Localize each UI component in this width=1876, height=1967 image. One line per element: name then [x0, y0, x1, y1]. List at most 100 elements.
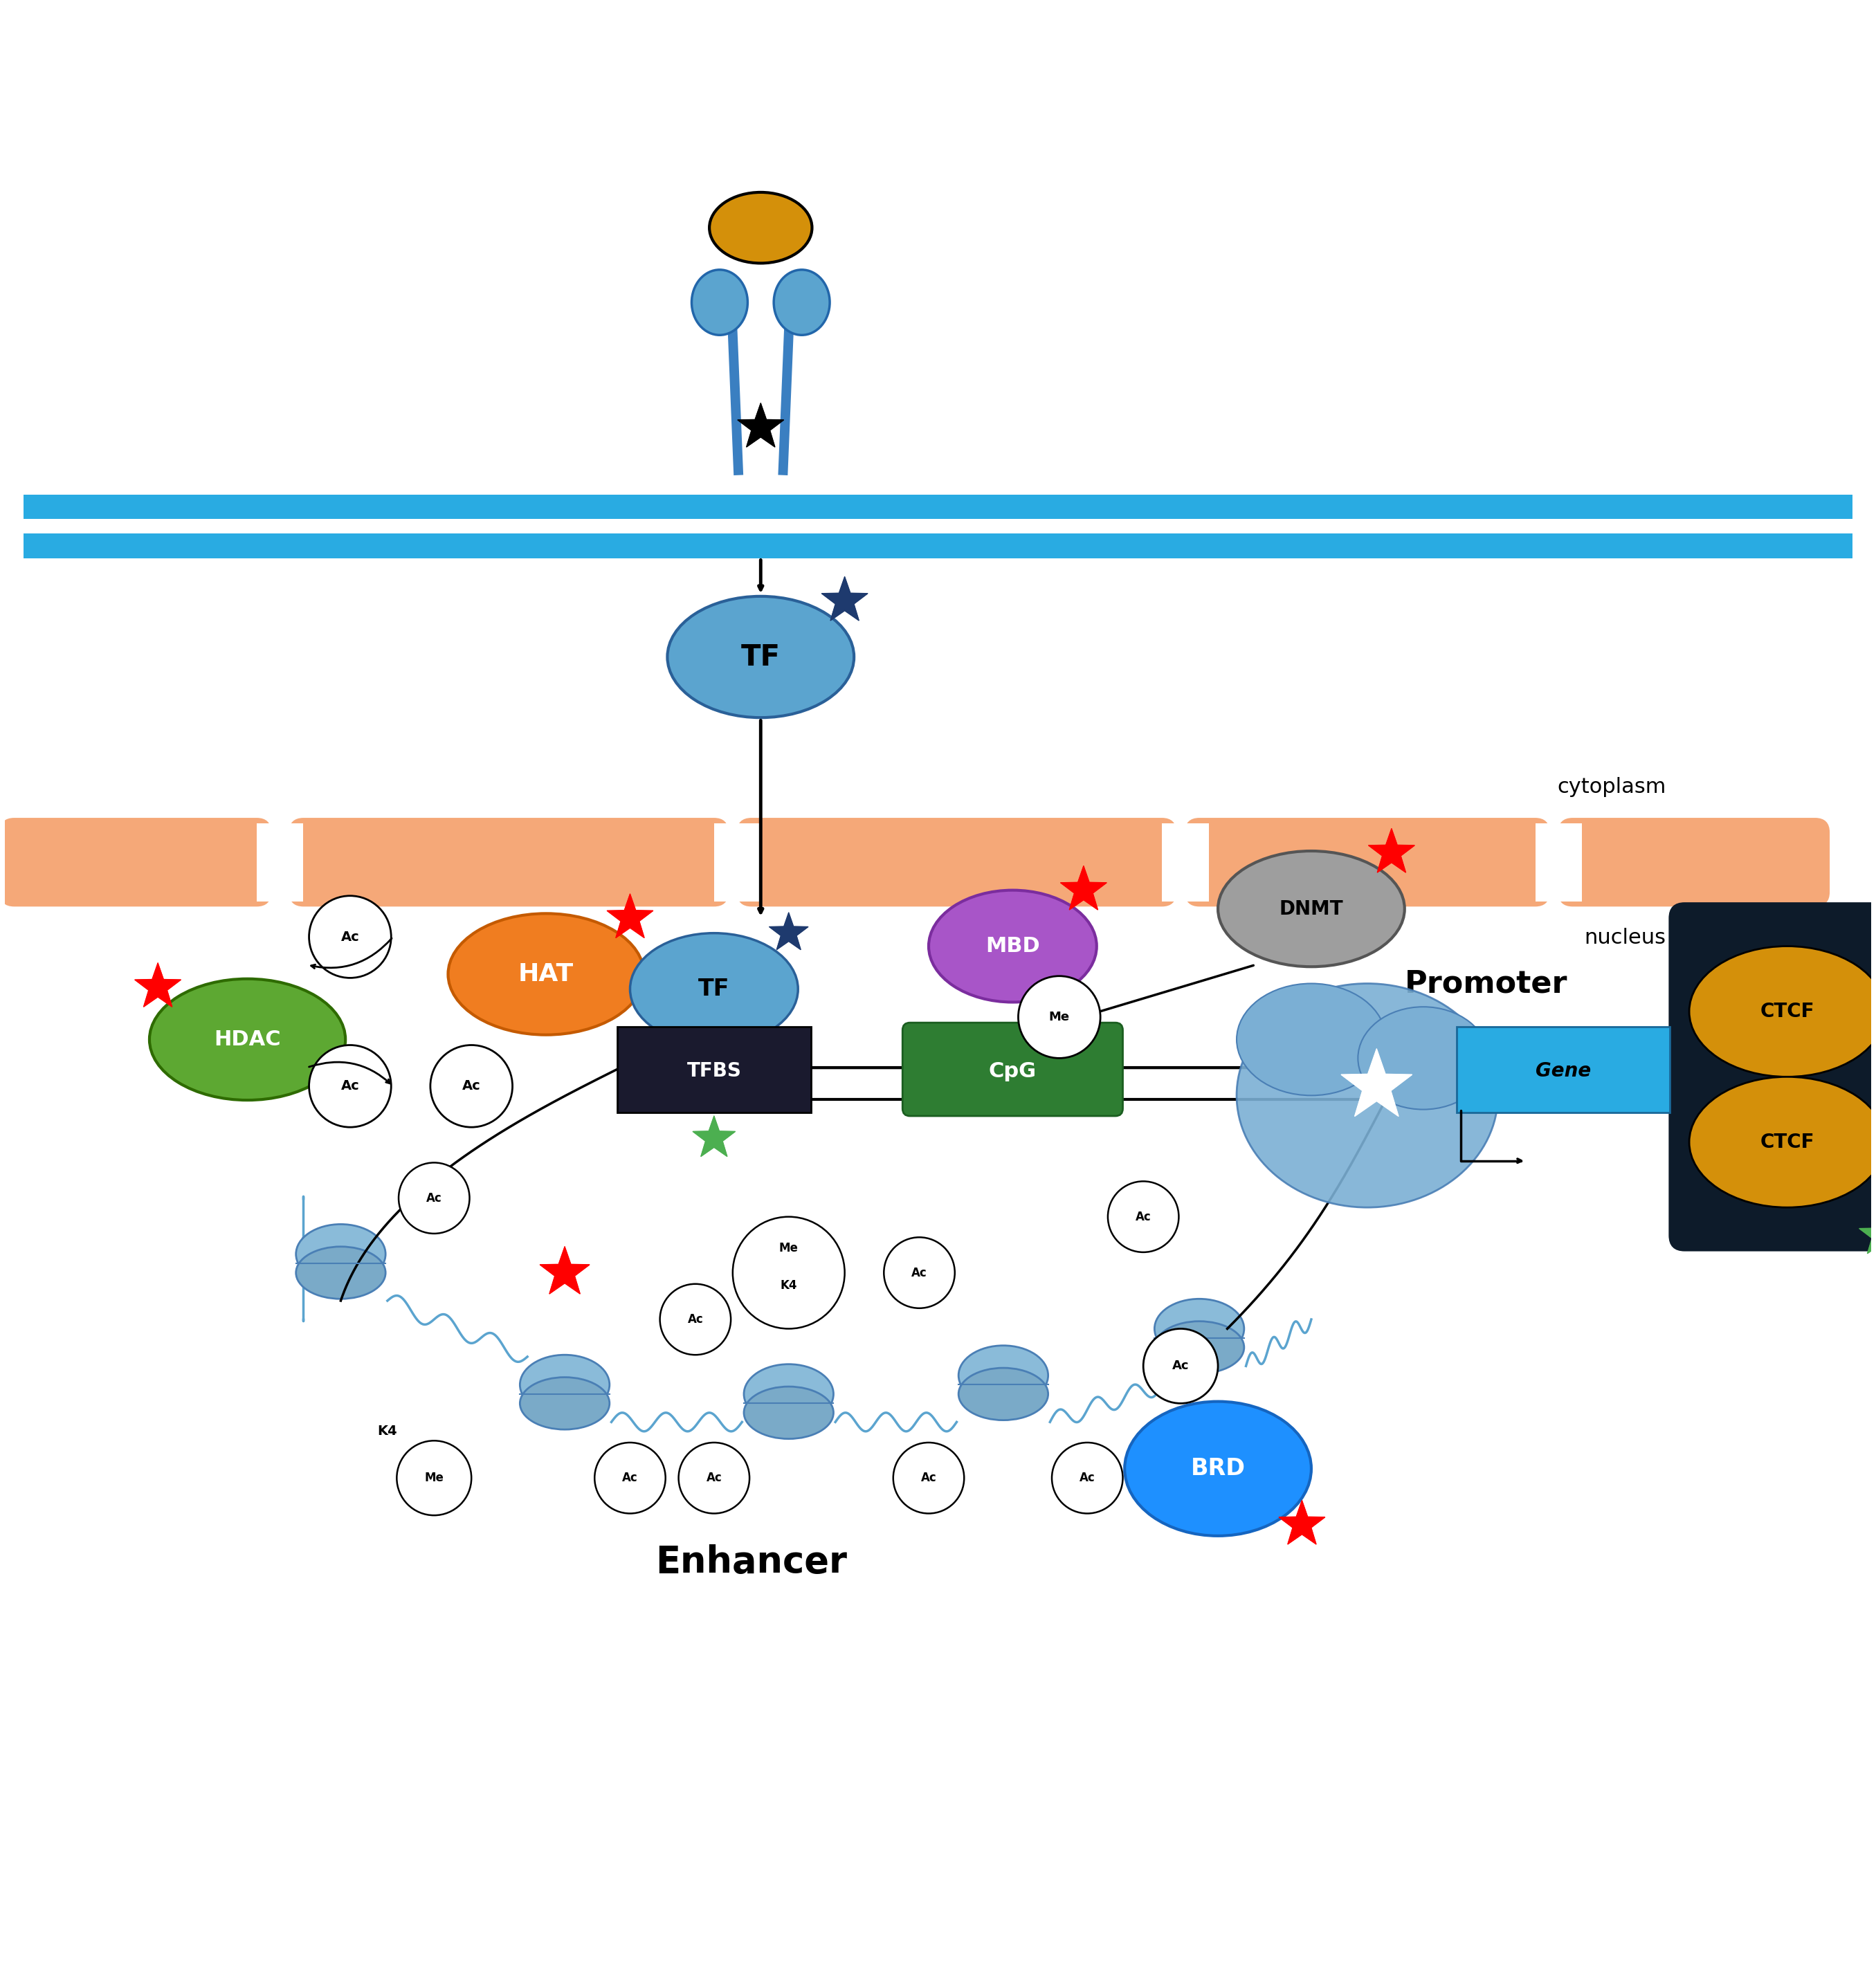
Ellipse shape: [1688, 1076, 1876, 1208]
Circle shape: [1109, 1182, 1178, 1253]
Text: CTCF: CTCF: [1760, 1133, 1814, 1153]
Text: Ac: Ac: [426, 1192, 443, 1204]
Text: Me: Me: [1049, 1011, 1069, 1023]
Ellipse shape: [296, 1223, 386, 1284]
Text: Me: Me: [424, 1471, 445, 1485]
Text: Ac: Ac: [623, 1471, 638, 1485]
Circle shape: [1142, 1330, 1218, 1402]
Polygon shape: [1060, 865, 1107, 911]
Text: Ac: Ac: [1135, 1210, 1152, 1223]
Circle shape: [430, 1044, 512, 1127]
Text: Ac: Ac: [1172, 1359, 1189, 1373]
Circle shape: [1052, 1442, 1122, 1513]
Bar: [24, 519, 1852, 533]
FancyBboxPatch shape: [902, 1023, 1122, 1115]
Circle shape: [893, 1442, 964, 1513]
Text: nucleus: nucleus: [1583, 928, 1666, 948]
Text: TF: TF: [698, 978, 730, 1001]
Ellipse shape: [692, 269, 749, 334]
Text: K4: K4: [780, 1281, 797, 1292]
Ellipse shape: [959, 1367, 1049, 1420]
Bar: [24, 494, 1852, 519]
Ellipse shape: [1358, 1007, 1488, 1109]
Polygon shape: [608, 893, 653, 938]
Ellipse shape: [1688, 946, 1876, 1076]
FancyBboxPatch shape: [1458, 1027, 1670, 1111]
Text: cytoplasm: cytoplasm: [1557, 777, 1666, 797]
Circle shape: [396, 1440, 471, 1515]
Text: Enhancer: Enhancer: [655, 1544, 848, 1580]
Text: BRD: BRD: [1191, 1458, 1246, 1479]
Ellipse shape: [773, 269, 829, 334]
Text: CTCF: CTCF: [1760, 1001, 1814, 1021]
Ellipse shape: [520, 1355, 610, 1414]
Polygon shape: [540, 1247, 589, 1294]
Polygon shape: [692, 1115, 735, 1157]
Circle shape: [660, 1284, 732, 1355]
Polygon shape: [737, 403, 784, 447]
Ellipse shape: [1154, 1298, 1244, 1359]
Text: Ac: Ac: [921, 1471, 936, 1485]
Polygon shape: [1341, 1048, 1413, 1117]
Ellipse shape: [959, 1345, 1049, 1404]
FancyBboxPatch shape: [1670, 903, 1876, 1251]
Polygon shape: [1279, 1501, 1324, 1544]
Circle shape: [398, 1162, 469, 1233]
Text: HDAC: HDAC: [214, 1029, 281, 1050]
Text: MBD: MBD: [985, 936, 1039, 956]
Bar: [257, 822, 304, 901]
Text: Promoter: Promoter: [1405, 968, 1568, 999]
Bar: [1535, 822, 1581, 901]
Polygon shape: [1859, 1214, 1876, 1253]
Text: TFBS: TFBS: [687, 1062, 741, 1082]
Text: K4: K4: [377, 1424, 398, 1438]
Ellipse shape: [296, 1247, 386, 1298]
Circle shape: [310, 895, 392, 978]
Bar: [24, 533, 1852, 559]
Ellipse shape: [1236, 984, 1386, 1096]
Text: Gene: Gene: [1535, 1062, 1591, 1082]
Circle shape: [884, 1237, 955, 1308]
FancyBboxPatch shape: [2, 820, 270, 905]
Circle shape: [595, 1442, 666, 1513]
Text: Ac: Ac: [461, 1080, 480, 1094]
FancyBboxPatch shape: [739, 820, 1174, 905]
Text: HAT: HAT: [518, 962, 574, 985]
Ellipse shape: [1218, 852, 1405, 966]
Ellipse shape: [745, 1365, 833, 1424]
Ellipse shape: [709, 193, 812, 264]
FancyBboxPatch shape: [617, 1027, 810, 1111]
Bar: [715, 822, 760, 901]
Bar: [1161, 822, 1208, 901]
Ellipse shape: [1236, 984, 1497, 1208]
Text: DNMT: DNMT: [1279, 899, 1343, 919]
Ellipse shape: [630, 932, 797, 1044]
Text: Ac: Ac: [341, 930, 360, 944]
Text: Ac: Ac: [705, 1471, 722, 1485]
Polygon shape: [135, 964, 180, 1007]
Ellipse shape: [929, 891, 1097, 1001]
FancyBboxPatch shape: [291, 820, 728, 905]
Polygon shape: [769, 913, 809, 950]
Circle shape: [734, 1218, 844, 1330]
Text: Ac: Ac: [687, 1314, 704, 1326]
Ellipse shape: [745, 1387, 833, 1438]
Text: Ac: Ac: [912, 1267, 927, 1279]
Text: Ac: Ac: [1079, 1471, 1096, 1485]
FancyBboxPatch shape: [1186, 820, 1548, 905]
Text: Ac: Ac: [341, 1080, 360, 1094]
Circle shape: [1019, 976, 1101, 1058]
FancyBboxPatch shape: [1559, 820, 1829, 905]
Ellipse shape: [150, 980, 345, 1100]
Text: CpG: CpG: [989, 1060, 1037, 1082]
Text: Me: Me: [779, 1243, 799, 1255]
Polygon shape: [1368, 828, 1415, 873]
Ellipse shape: [668, 596, 854, 718]
Ellipse shape: [1124, 1402, 1311, 1536]
Polygon shape: [822, 576, 869, 620]
Circle shape: [310, 1044, 392, 1127]
Text: TF: TF: [741, 643, 780, 671]
Circle shape: [679, 1442, 750, 1513]
Ellipse shape: [448, 913, 643, 1035]
Ellipse shape: [1154, 1322, 1244, 1373]
